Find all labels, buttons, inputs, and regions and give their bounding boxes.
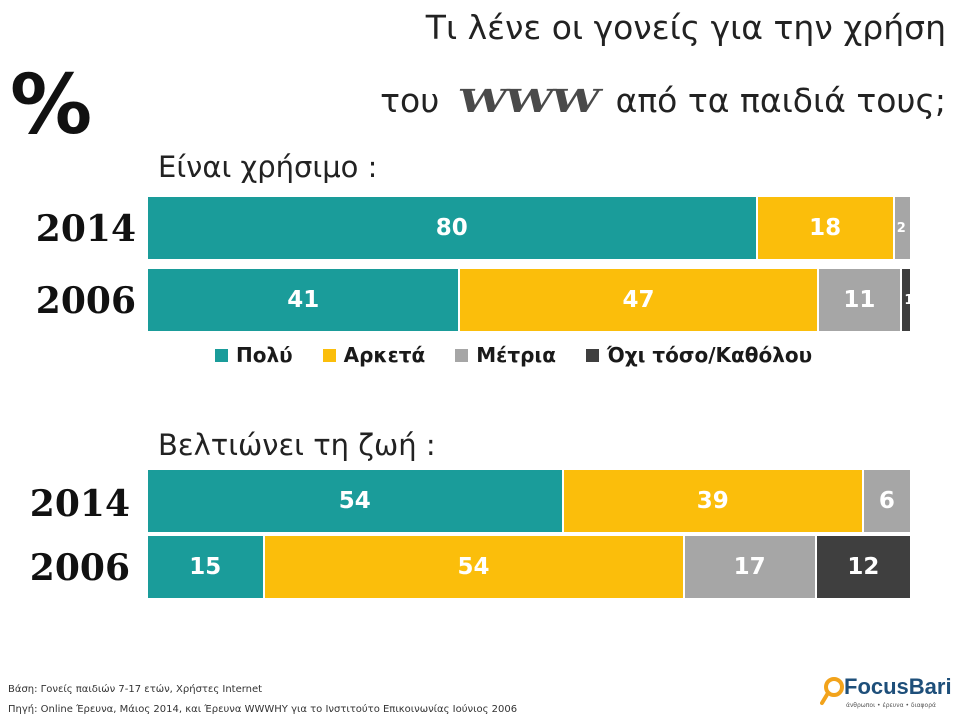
bar-segment-Αρκετά: 54: [264, 536, 685, 598]
legend-swatch: [455, 348, 469, 362]
bar-segment-Πολύ: 80: [148, 197, 758, 259]
bar-segment-Όχι τόσο/Καθόλου: 12: [816, 536, 910, 598]
legend-item: Αρκετά: [322, 343, 426, 367]
bar-segment-Μέτρια: 6: [863, 470, 910, 532]
legend-swatch: [322, 348, 336, 362]
chart-2-bar-row-1: 15 54 17 12: [148, 536, 910, 598]
legend-swatch: [585, 348, 599, 362]
chart-2-year-1: 2006: [29, 547, 130, 589]
chart-1-bar-row-1: 41 47 11 1: [148, 269, 910, 331]
title-line-2: του WWW από τα παιδιά τους;: [380, 76, 946, 127]
bar-segment-Πολύ: 54: [148, 470, 564, 532]
chart-2-year-0: 2014: [29, 483, 130, 525]
percent-symbol: %: [10, 58, 93, 153]
legend-swatch: [215, 348, 228, 362]
footnote-source: Πηγή: Online Έρευνα, Μάιος 2014, και Έρε…: [8, 704, 518, 715]
legend-label: Όχι τόσο/Καθόλου: [606, 343, 813, 367]
legend-label: Μέτρια: [476, 343, 556, 367]
logo-tagline: άνθρωποι • έρευνα • διαφορά: [846, 702, 936, 709]
legend-label: Πολύ: [236, 343, 293, 367]
www-logo: WWW: [454, 83, 601, 120]
legend-item: Όχι τόσο/Καθόλου: [585, 343, 813, 367]
chart-2-bar-row-0: 54 39 6: [148, 470, 910, 532]
focusbari-logo: FocusBari άνθρωποι • έρευνα • διαφορά: [820, 674, 952, 714]
bar-segment-Αρκετά: 47: [460, 269, 819, 331]
bar-segment-Μέτρια: 11: [818, 269, 903, 331]
bar-segment-Αρκετά: 39: [563, 470, 864, 532]
chart-1-bar-row-0: 80 18 2: [148, 197, 910, 259]
bar-segment-Μέτρια: 2: [894, 197, 910, 259]
chart-1-year-1: 2006: [35, 280, 136, 322]
title-line-1: Τι λένε οι γονείς για την χρήση: [425, 8, 946, 47]
bar-segment-Πολύ: 41: [148, 269, 461, 331]
legend-label: Αρκετά: [343, 343, 426, 367]
bar-segment-Πολύ: 15: [148, 536, 265, 598]
legend-item: Μέτρια: [455, 343, 556, 367]
title-line-2-pre: του: [380, 81, 440, 120]
chart-1-year-0: 2014: [35, 208, 136, 250]
legend: Πολύ Αρκετά Μέτρια Όχι τόσο/Καθόλου: [215, 343, 812, 367]
magnifier-icon: [820, 677, 844, 705]
chart-1-title: Είναι χρήσιμο :: [158, 150, 378, 184]
footnote-base: Βάση: Γονείς παιδιών 7-17 ετών, Χρήστες …: [8, 684, 263, 695]
bar-segment-Αρκετά: 18: [757, 197, 895, 259]
title-line-2-post: από τα παιδιά τους;: [615, 81, 946, 120]
legend-item: Πολύ: [215, 343, 293, 367]
bar-segment-Όχι τόσο/Καθόλου: 1: [902, 269, 910, 331]
chart-2-title: Βελτιώνει τη ζωή :: [158, 428, 436, 462]
logo-name: FocusBari: [844, 674, 952, 699]
bar-segment-Μέτρια: 17: [684, 536, 817, 598]
